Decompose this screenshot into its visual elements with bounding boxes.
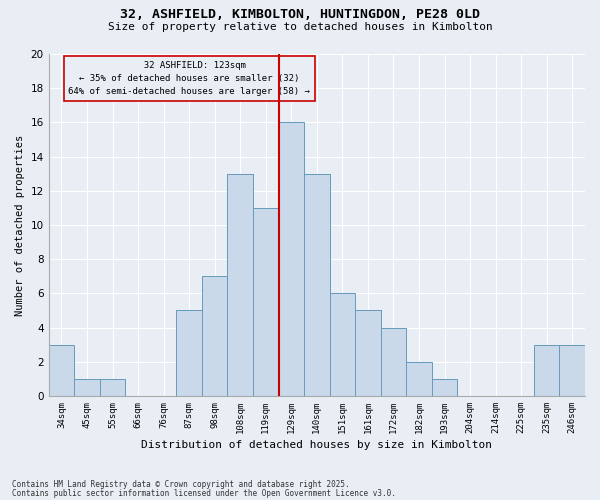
Bar — [227, 174, 253, 396]
Bar — [534, 344, 559, 396]
Text: 32 ASHFIELD: 123sqm
← 35% of detached houses are smaller (32)
64% of semi-detach: 32 ASHFIELD: 123sqm ← 35% of detached ho… — [68, 61, 310, 96]
X-axis label: Distribution of detached houses by size in Kimbolton: Distribution of detached houses by size … — [142, 440, 493, 450]
Bar — [355, 310, 380, 396]
Text: Size of property relative to detached houses in Kimbolton: Size of property relative to detached ho… — [107, 22, 493, 32]
Bar — [278, 122, 304, 396]
Bar — [253, 208, 278, 396]
Bar — [559, 344, 585, 396]
Text: Contains public sector information licensed under the Open Government Licence v3: Contains public sector information licen… — [12, 488, 396, 498]
Text: 32, ASHFIELD, KIMBOLTON, HUNTINGDON, PE28 0LD: 32, ASHFIELD, KIMBOLTON, HUNTINGDON, PE2… — [120, 8, 480, 20]
Bar — [432, 379, 457, 396]
Bar — [329, 294, 355, 396]
Bar — [176, 310, 202, 396]
Text: Contains HM Land Registry data © Crown copyright and database right 2025.: Contains HM Land Registry data © Crown c… — [12, 480, 350, 489]
Bar — [406, 362, 432, 396]
Bar — [380, 328, 406, 396]
Bar — [202, 276, 227, 396]
Y-axis label: Number of detached properties: Number of detached properties — [15, 134, 25, 316]
Bar — [304, 174, 329, 396]
Bar — [49, 344, 74, 396]
Bar — [74, 379, 100, 396]
Bar — [100, 379, 125, 396]
